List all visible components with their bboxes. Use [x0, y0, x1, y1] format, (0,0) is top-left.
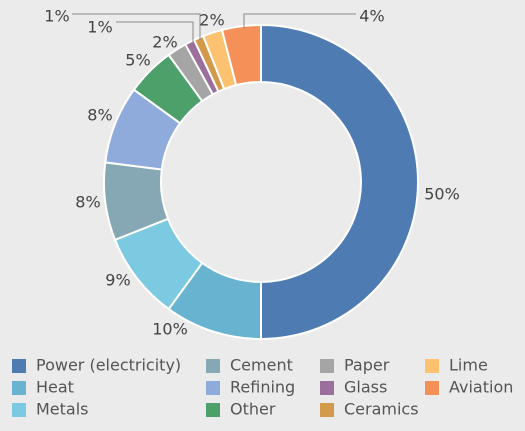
leader-line	[72, 13, 201, 40]
data-label: 2%	[152, 33, 177, 52]
donut-segment	[260, 23, 419, 341]
legend-swatch	[206, 403, 220, 417]
legend-swatch	[320, 403, 334, 417]
legend-swatch	[425, 381, 439, 395]
data-label: 2%	[199, 11, 224, 30]
data-label: 4%	[359, 7, 384, 26]
legend-label: Aviation	[449, 378, 513, 397]
legend-swatch	[206, 381, 220, 395]
legend-swatch	[206, 359, 220, 373]
legend-label: Ceramics	[344, 400, 419, 419]
legend-swatch	[12, 359, 26, 373]
legend-swatch	[320, 359, 334, 373]
data-label: 8%	[87, 106, 112, 125]
legend-label: Refining	[230, 378, 295, 397]
legend-swatch	[12, 403, 26, 417]
legend-label: Cement	[230, 356, 293, 375]
data-label: 1%	[87, 18, 112, 37]
legend-label: Metals	[36, 400, 89, 419]
leader-line	[243, 13, 356, 28]
legend-label: Lime	[449, 356, 488, 375]
leader-line	[116, 21, 194, 44]
data-label: 5%	[125, 51, 150, 70]
legend-label: Glass	[344, 378, 387, 397]
data-label: 8%	[75, 193, 100, 212]
legend-swatch	[425, 359, 439, 373]
legend-label: Heat	[36, 378, 74, 397]
data-label: 50%	[424, 185, 460, 204]
data-label: 10%	[152, 320, 188, 339]
legend-swatch	[320, 381, 334, 395]
legend-label: Power (electricity)	[36, 356, 181, 375]
donut-segment	[220, 23, 262, 87]
data-label: 1%	[44, 7, 69, 26]
legend-label: Other	[230, 400, 276, 419]
legend-swatch	[12, 381, 26, 395]
data-label: 9%	[105, 271, 130, 290]
legend-label: Paper	[344, 356, 390, 375]
